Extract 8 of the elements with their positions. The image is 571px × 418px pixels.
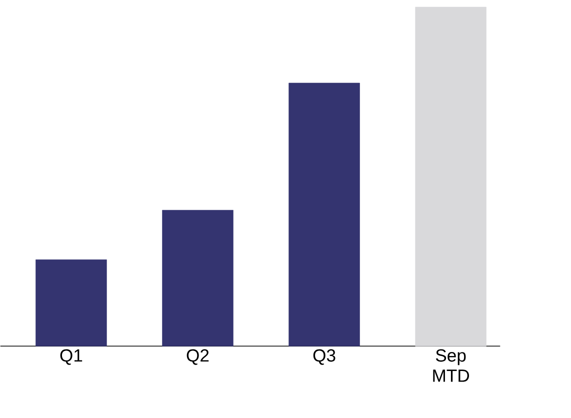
x-tick-label: Sep MTD: [433, 349, 470, 382]
bar: [162, 210, 234, 346]
x-tick-label: Q2: [186, 349, 209, 366]
bar: [36, 260, 107, 346]
bar: [288, 83, 360, 346]
x-tick-label: Q1: [60, 349, 82, 366]
x-tick-label: Q3: [313, 349, 336, 366]
bar: [415, 7, 486, 346]
